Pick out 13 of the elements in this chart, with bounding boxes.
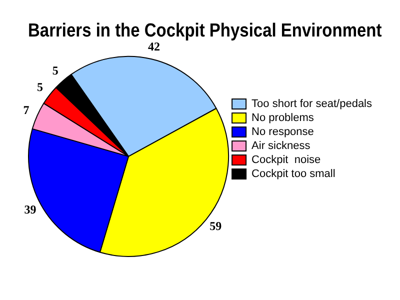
legend-label: Cockpit noise [252,154,321,166]
legend-label: Cockpit too small [252,168,336,180]
legend-label: Air sickness [252,140,311,152]
legend-label: Too short for seat/pedals [252,98,372,110]
data-label: 42 [148,39,160,54]
data-label: 5 [37,80,44,94]
data-label: 7 [23,102,30,117]
legend-label: No response [252,126,314,138]
chart-title: Barriers in the Cockpit Physical Environment [28,20,382,41]
legend-label: No problems [252,112,314,124]
data-label: 5 [52,64,58,78]
data-label: 39 [24,202,36,216]
data-label: 59 [210,218,222,233]
